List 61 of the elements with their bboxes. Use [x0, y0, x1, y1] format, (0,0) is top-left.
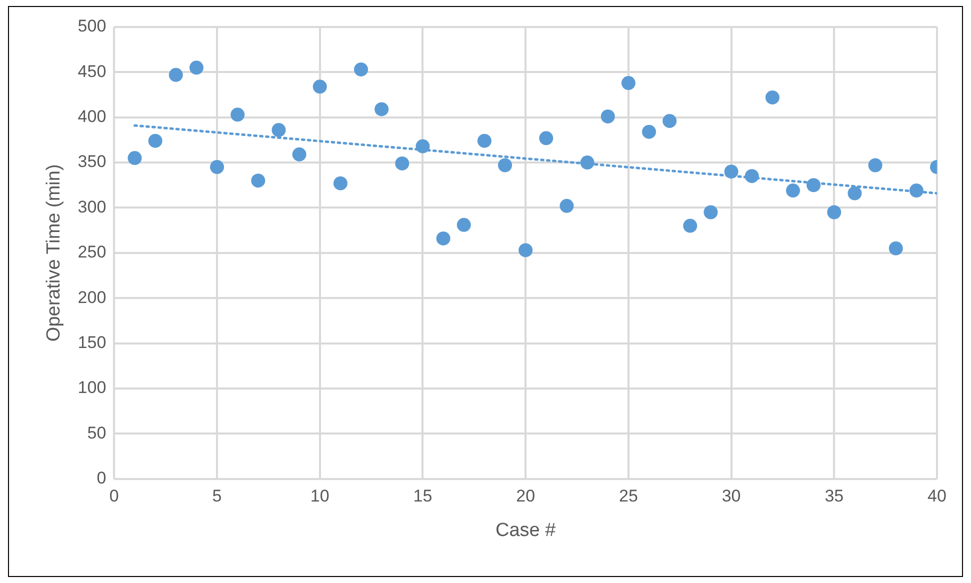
x-tick-label: 25	[618, 486, 638, 506]
point	[210, 160, 224, 174]
point	[395, 156, 410, 170]
x-tick-label: 40	[928, 486, 946, 506]
point	[128, 151, 142, 166]
y-tick-label: 450	[78, 62, 106, 81]
point	[312, 80, 327, 94]
point	[827, 205, 842, 220]
point	[642, 124, 656, 139]
point	[909, 184, 924, 198]
point	[888, 241, 903, 256]
y-tick-label: 200	[78, 288, 106, 307]
point	[354, 62, 368, 76]
point	[765, 90, 780, 104]
point	[580, 156, 594, 170]
point	[436, 231, 450, 246]
x-tick-label: 5	[212, 486, 222, 506]
point	[744, 169, 759, 184]
y-tick-label: 350	[78, 152, 106, 172]
point	[683, 218, 698, 233]
x-axis-title: Case #	[495, 520, 556, 541]
point	[806, 178, 821, 192]
point	[333, 176, 348, 190]
point	[230, 108, 245, 122]
point	[662, 114, 677, 128]
point	[189, 60, 204, 75]
y-tick-label: 50	[87, 423, 106, 442]
y-tick-label: 100	[78, 378, 106, 398]
point	[148, 134, 162, 148]
x-tick-label: 30	[722, 486, 741, 506]
y-tick-label: 300	[78, 197, 106, 216]
point	[272, 123, 286, 138]
point	[704, 205, 718, 220]
point	[292, 147, 306, 162]
x-tick-label: 10	[310, 486, 330, 506]
point	[477, 134, 492, 148]
point	[539, 131, 554, 146]
x-tick-label: 35	[824, 486, 844, 506]
y-tick-label: 0	[96, 468, 106, 488]
point	[560, 198, 574, 213]
y-tick-label: 500	[78, 16, 106, 36]
point	[868, 158, 882, 172]
point	[518, 243, 533, 258]
x-tick-label: 15	[413, 486, 432, 506]
x-tick-label: 0	[109, 486, 119, 506]
point	[168, 68, 183, 82]
point	[416, 139, 430, 154]
x-tick-label: 20	[516, 486, 536, 506]
point	[786, 184, 800, 198]
y-tick-label: 150	[78, 332, 106, 352]
point	[498, 158, 512, 172]
point	[251, 174, 266, 188]
point	[600, 109, 615, 124]
point	[621, 76, 636, 90]
y-axis-title: Operative Time (min)	[44, 164, 65, 342]
y-tick-label: 400	[78, 107, 106, 126]
point	[724, 164, 738, 179]
point	[456, 218, 471, 232]
point	[848, 186, 862, 200]
y-tick-label: 250	[78, 242, 106, 262]
point	[374, 102, 389, 116]
